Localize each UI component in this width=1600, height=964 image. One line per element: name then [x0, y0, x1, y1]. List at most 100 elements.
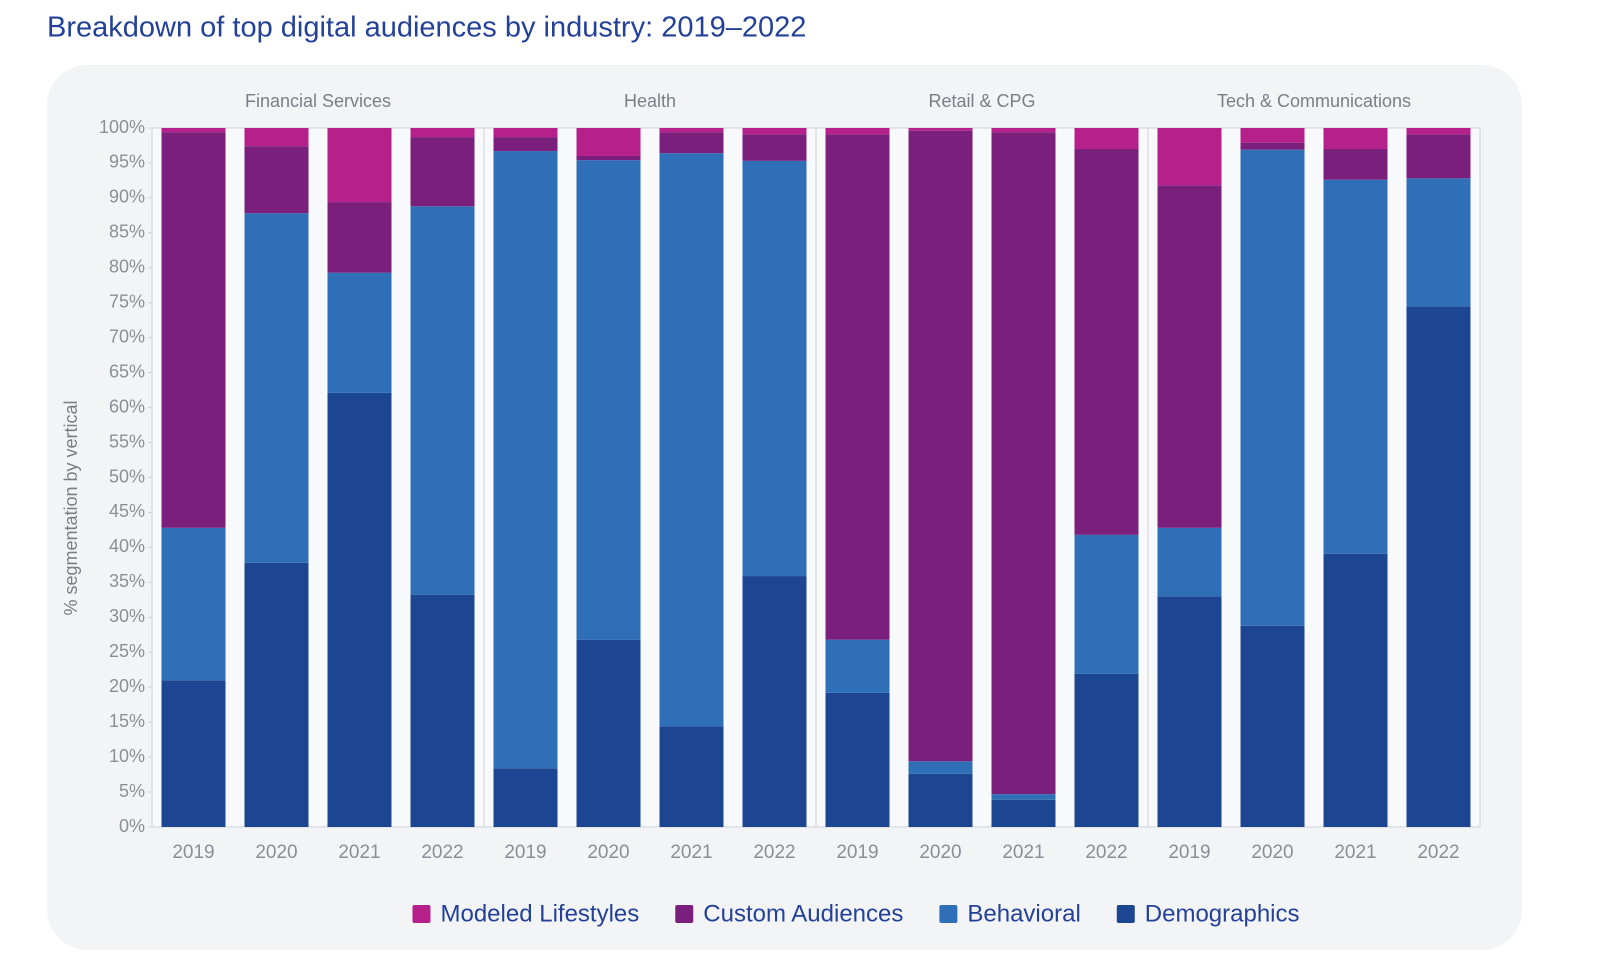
bar-segment — [825, 134, 890, 640]
bar-segment — [1323, 553, 1388, 827]
legend-label: Custom Audiences — [703, 900, 903, 927]
bar-segment — [908, 128, 973, 131]
bar-segment — [659, 132, 724, 154]
bar-segment — [244, 146, 309, 214]
y-tick-label: 40% — [109, 536, 145, 556]
bar-segment — [327, 272, 392, 393]
bar-segment — [410, 128, 475, 138]
bar-segment — [410, 206, 475, 595]
bar-segment — [1406, 134, 1471, 179]
bar-segment — [659, 153, 724, 727]
bar-segment — [1074, 128, 1139, 149]
bar-segment — [1157, 128, 1222, 186]
y-tick-label: 90% — [109, 187, 145, 207]
bar-segment — [1157, 596, 1222, 827]
y-tick-label: 100% — [99, 117, 145, 137]
y-tick-label: 0% — [119, 816, 145, 836]
bar-segment — [991, 799, 1056, 827]
x-tick-label: 2021 — [1334, 842, 1376, 863]
legend-label: Demographics — [1145, 900, 1300, 927]
y-tick-label: 95% — [109, 152, 145, 172]
bar-segment — [825, 639, 890, 693]
bar-segment — [1406, 128, 1471, 135]
x-tick-label: 2019 — [504, 842, 546, 863]
bar-segment — [244, 128, 309, 147]
bar-segment — [1157, 185, 1222, 528]
legend-label: Modeled Lifestyles — [440, 900, 639, 927]
y-tick-label: 35% — [109, 571, 145, 591]
y-tick-label: 75% — [109, 292, 145, 312]
y-tick-label: 15% — [109, 711, 145, 731]
bar-segment — [161, 527, 226, 681]
bar-segment — [244, 213, 309, 563]
x-tick-label: 2019 — [836, 842, 878, 863]
x-tick-label: 2022 — [1085, 842, 1127, 863]
bar-segment — [908, 761, 973, 774]
legend-swatch — [412, 905, 431, 923]
bar-segment — [825, 128, 890, 135]
x-tick-label: 2021 — [1002, 842, 1044, 863]
bar-segment — [991, 128, 1056, 133]
x-tick-label: 2020 — [919, 842, 961, 863]
bar-segment — [576, 639, 641, 827]
bar-segment — [327, 128, 392, 203]
bar-segment — [161, 128, 226, 133]
y-tick-label: 60% — [109, 396, 145, 416]
bar-segment — [1323, 148, 1388, 180]
group-label: Tech & Communications — [1217, 91, 1411, 111]
bar-segment — [244, 562, 309, 827]
bar-segment — [1240, 149, 1305, 626]
bar-segment — [908, 130, 973, 762]
legend-swatch — [1116, 905, 1135, 923]
bar-segment — [1406, 178, 1471, 307]
bar-segment — [493, 768, 558, 827]
x-tick-label: 2019 — [172, 842, 214, 863]
bar-segment — [1406, 306, 1471, 827]
bar-segment — [1074, 534, 1139, 674]
x-tick-label: 2022 — [421, 842, 463, 863]
bar-segment — [576, 155, 641, 161]
bar-segment — [659, 726, 724, 827]
legend-label: Behavioral — [967, 900, 1080, 927]
bar-segment — [991, 794, 1056, 800]
y-tick-label: 70% — [109, 326, 145, 346]
bar-segment — [410, 594, 475, 827]
bar-segment — [742, 128, 807, 135]
legend-swatch — [675, 905, 694, 923]
y-tick-label: 45% — [109, 501, 145, 521]
x-tick-label: 2020 — [1251, 842, 1293, 863]
bar-segment — [742, 134, 807, 161]
bar-segment — [576, 160, 641, 640]
x-tick-label: 2021 — [670, 842, 712, 863]
bar-segment — [659, 128, 724, 133]
bar-segment — [161, 132, 226, 528]
y-axis-label: % segmentation by vertical — [61, 400, 81, 615]
y-tick-label: 25% — [109, 641, 145, 661]
y-tick-label: 10% — [109, 746, 145, 766]
bar-segment — [576, 128, 641, 156]
y-tick-label: 30% — [109, 606, 145, 626]
bar-segment — [991, 132, 1056, 795]
group-label: Financial Services — [245, 91, 391, 111]
bar-segment — [1323, 179, 1388, 554]
bar-segment — [742, 160, 807, 577]
y-tick-label: 5% — [119, 781, 145, 801]
x-tick-label: 2022 — [753, 842, 795, 863]
bar-segment — [908, 773, 973, 827]
bar-segment — [825, 692, 890, 827]
y-tick-label: 50% — [109, 466, 145, 486]
y-tick-label: 65% — [109, 361, 145, 381]
bar-segment — [161, 680, 226, 827]
bar-segment — [1240, 128, 1305, 143]
bar-segment — [327, 202, 392, 273]
group-label: Retail & CPG — [928, 91, 1035, 111]
group-label: Health — [624, 91, 676, 111]
legend-swatch — [939, 905, 958, 923]
bar-segment — [742, 576, 807, 827]
x-tick-label: 2020 — [255, 842, 297, 863]
bar-segment — [1074, 148, 1139, 535]
bar-segment — [1240, 625, 1305, 827]
x-tick-label: 2020 — [587, 842, 629, 863]
x-tick-label: 2022 — [1417, 842, 1459, 863]
